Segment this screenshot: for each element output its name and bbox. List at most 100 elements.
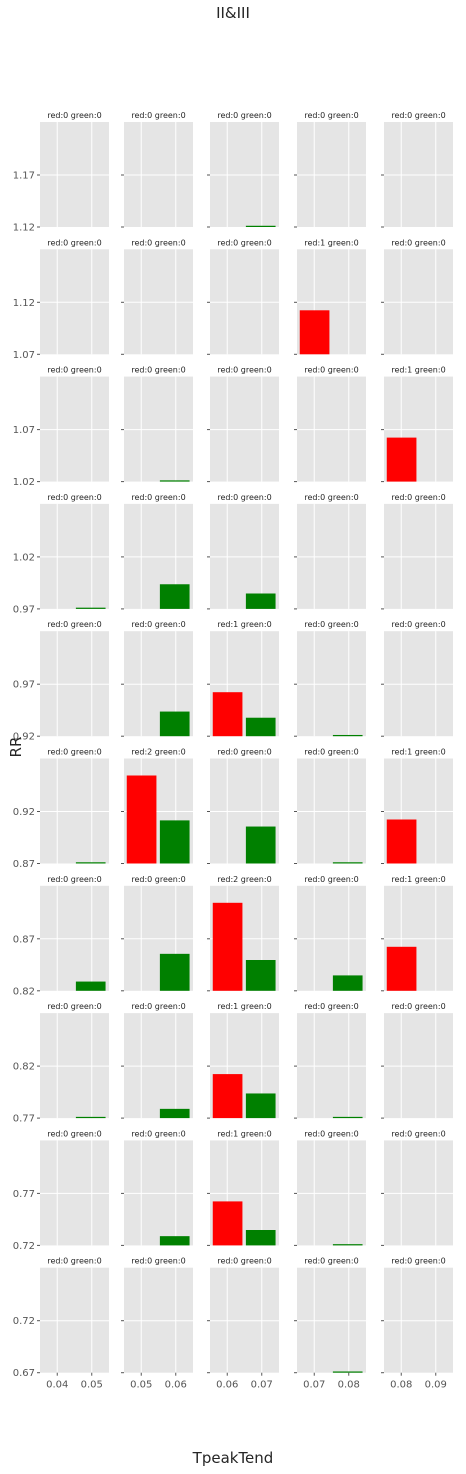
y-tick-label: 0.72: [13, 1241, 35, 1252]
panel: red:0 green:0: [294, 1129, 366, 1246]
panel: red:0 green:0: [121, 1129, 193, 1246]
bar-red: [126, 775, 157, 864]
bar-green: [75, 1116, 106, 1119]
bar-red: [386, 819, 417, 864]
panel: red:0 green:0: [121, 493, 193, 610]
panel: red:0 green:0: [294, 1002, 366, 1119]
bar-green: [332, 1244, 363, 1246]
y-tick-label: 0.77: [13, 1189, 35, 1200]
y-tick-label: 0.92: [13, 732, 35, 743]
panel: red:1 green:0: [381, 875, 453, 992]
y-tick-label: 0.97: [13, 680, 35, 691]
panel-title: red:0 green:0: [47, 620, 101, 629]
panel-title: red:0 green:0: [217, 493, 271, 502]
bar-green: [332, 862, 363, 864]
x-tick-label: 0.08: [390, 1380, 412, 1391]
panel-title: red:0 green:0: [47, 238, 101, 247]
panel-title: red:0 green:0: [304, 748, 358, 757]
panel-title: red:0 green:0: [217, 366, 271, 375]
panel: red:0 green:0 1.12 1.17: [13, 111, 109, 234]
bar-green: [159, 711, 190, 737]
bar-red: [299, 310, 330, 355]
y-tick-label: 0.82: [13, 1062, 35, 1073]
panel-title: red:0 green:0: [131, 493, 185, 502]
panel: red:0 green:0 0.07 0.08: [294, 1257, 366, 1391]
x-tick-label: 0.07: [251, 1380, 273, 1391]
panel-title: red:0 green:0: [131, 1129, 185, 1138]
panel: red:0 green:0: [121, 620, 193, 737]
panel-title: red:0 green:0: [131, 1257, 185, 1266]
panel-title: red:0 green:0: [391, 1257, 445, 1266]
panel-title: red:1 green:0: [304, 238, 358, 247]
y-tick-label: 0.87: [13, 859, 35, 870]
panel-title: red:0 green:0: [131, 111, 185, 120]
panel-title: red:2 green:0: [131, 748, 185, 757]
figure-title: II&III: [216, 4, 250, 22]
panel-title: red:0 green:0: [391, 111, 445, 120]
panel: red:0 green:0 0.97 1.02: [13, 493, 109, 615]
x-tick-label: 0.09: [425, 1380, 447, 1391]
panel-title: red:0 green:0: [304, 875, 358, 884]
x-tick-label: 0.06: [216, 1380, 238, 1391]
bar-green: [159, 480, 190, 482]
panel-title: red:1 green:0: [391, 366, 445, 375]
panel: red:0 green:0 1.07 1.12: [13, 238, 109, 361]
bar-red: [212, 902, 243, 991]
bar-red: [212, 1074, 243, 1119]
panel-title: red:0 green:0: [304, 1129, 358, 1138]
panel: red:0 green:0 0.77 0.82: [13, 1002, 109, 1125]
panel-title: red:0 green:0: [47, 875, 101, 884]
panel: red:0 green:0: [381, 1002, 453, 1119]
y-tick-label: 0.82: [13, 986, 35, 997]
y-tick-label: 1.02: [13, 477, 35, 488]
y-tick-label: 0.97: [13, 604, 35, 615]
panel: red:0 green:0: [294, 748, 366, 864]
bar-red: [386, 946, 417, 991]
bar-green: [159, 1108, 190, 1119]
x-tick-label: 0.08: [338, 1380, 360, 1391]
x-tick-label: 0.06: [165, 1380, 187, 1391]
panel: red:2 green:0: [207, 875, 279, 992]
panel: red:0 green:0: [381, 238, 453, 355]
bar-green: [245, 717, 276, 737]
panel-title: red:0 green:0: [391, 238, 445, 247]
panel: red:0 green:0: [381, 493, 453, 610]
panel-title: red:0 green:0: [304, 111, 358, 120]
panel-title: red:0 green:0: [47, 748, 101, 757]
panel-title: red:0 green:0: [131, 366, 185, 375]
panel-title: red:1 green:0: [217, 1129, 271, 1138]
panel: red:0 green:0: [207, 366, 279, 483]
panel-title: red:2 green:0: [217, 875, 271, 884]
panel: red:0 green:0: [207, 111, 279, 228]
panel-title: red:0 green:0: [217, 748, 271, 757]
panel-title: red:0 green:0: [304, 620, 358, 629]
bar-green: [245, 960, 276, 991]
y-tick-label: 0.92: [13, 807, 35, 818]
bar-green: [159, 820, 190, 864]
bar-green: [332, 734, 363, 737]
bar-green: [159, 1236, 190, 1246]
panel: red:0 green:0: [294, 875, 366, 992]
panel-title: red:1 green:0: [217, 1002, 271, 1011]
y-tick-label: 0.72: [13, 1316, 35, 1327]
panel: red:0 green:0: [121, 366, 193, 483]
x-tick-label: 0.05: [81, 1380, 103, 1391]
y-tick-label: 1.02: [13, 552, 35, 563]
bar-red: [386, 437, 417, 482]
y-axis-label: RR: [7, 736, 25, 758]
panel-title: red:1 green:0: [391, 748, 445, 757]
panel-title: red:0 green:0: [131, 875, 185, 884]
panel: red:0 green:0: [294, 111, 366, 228]
x-tick-label: 0.04: [46, 1380, 68, 1391]
panel-title: red:0 green:0: [47, 1002, 101, 1011]
panel-title: red:0 green:0: [131, 620, 185, 629]
panel: red:0 green:0: [381, 111, 453, 228]
panel-title: red:0 green:0: [47, 111, 101, 120]
panel: red:2 green:0: [121, 748, 193, 864]
y-tick-label: 1.12: [13, 298, 35, 309]
x-tick-label: 0.07: [303, 1380, 325, 1391]
panel-title: red:0 green:0: [47, 1257, 101, 1266]
bar-green: [245, 593, 276, 609]
panel: red:0 green:0: [381, 1129, 453, 1246]
